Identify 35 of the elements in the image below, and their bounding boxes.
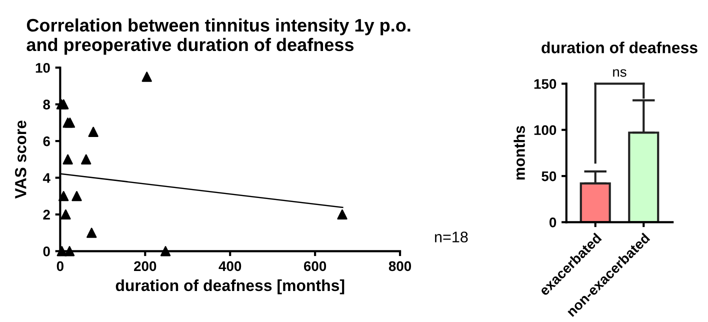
point [58,191,69,202]
point [142,72,152,82]
y-tick-label: 10 [36,62,50,73]
text: ns [613,69,626,77]
x-tick-label: 400 [218,261,242,272]
y-tick-label: 6 [43,136,50,146]
x-axis-title: duration of deafness [months] [116,279,344,294]
point [64,118,76,128]
y-tick-label: 4 [42,173,50,183]
x-tick-label: 200 [134,261,156,272]
y-tick-label: 0 [43,246,50,256]
chart-title: duration of deafness [542,42,698,54]
point [337,209,348,220]
point [56,246,67,256]
point [160,246,171,256]
point [60,209,71,220]
point [62,154,73,164]
y-tick-label: 100 [534,125,556,136]
y-tick-label: 8 [43,100,50,110]
point [72,191,82,202]
x-tick-label: 0 [56,261,64,272]
point [64,246,75,256]
point [86,228,97,238]
text: n=18 [435,232,468,242]
y-tick-label: 0 [550,218,556,228]
chart-title: Correlation between tinnitus intensity 1y p.o. and preoperative duration of deafness [26,18,410,55]
y-tick-label: 50 [542,171,556,182]
x-tick-label: 600 [304,261,326,272]
point [81,154,92,164]
y-axis-title: VAS score [14,120,26,199]
y-tick-label: 150 [534,79,556,89]
point [88,126,98,137]
x-tick-label: 800 [388,261,412,272]
y-tick-label: 2 [43,210,50,220]
y-axis-title: months [514,126,525,180]
